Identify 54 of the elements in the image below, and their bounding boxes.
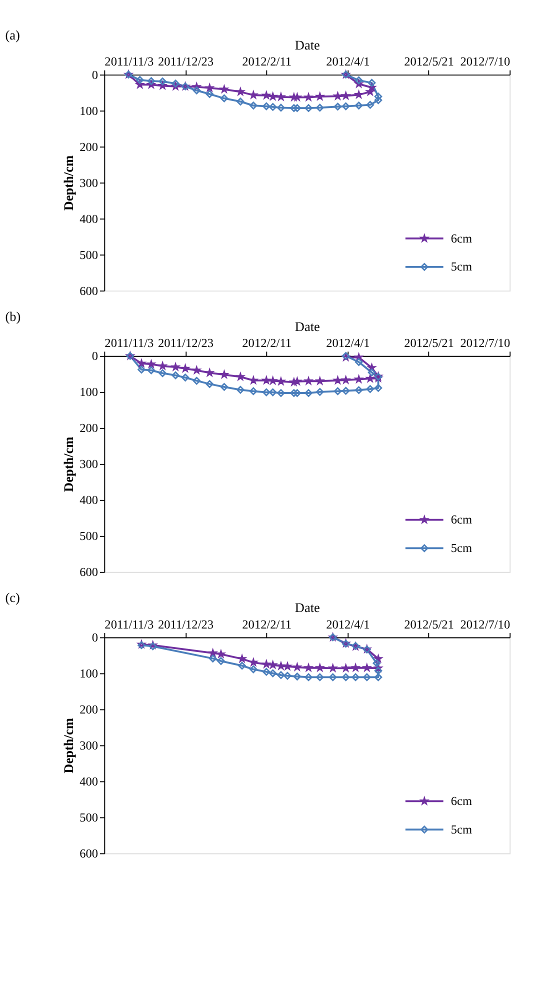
y-tick-label: 0 <box>92 630 98 645</box>
legend-label: 6cm <box>450 794 473 808</box>
x-tick-label: 2012/7/10 <box>460 617 510 632</box>
y-tick-label: 500 <box>80 810 98 825</box>
y-tick-label: 200 <box>80 421 98 436</box>
y-tick-label: 100 <box>80 666 98 681</box>
legend-label: 5cm <box>450 260 473 274</box>
y-axis-title: Depth/cm <box>60 718 76 774</box>
y-tick-label: 500 <box>80 529 98 544</box>
y-tick-label: 400 <box>80 774 98 789</box>
x-axis-title: Date <box>294 37 320 52</box>
chart-title: (c) <box>5 590 20 606</box>
y-tick-label: 400 <box>80 493 98 508</box>
x-tick-label: 2011/12/23 <box>158 336 214 350</box>
y-tick-label: 300 <box>80 457 98 472</box>
x-axis-title: Date <box>294 318 320 334</box>
x-tick-label: 2011/11/3 <box>104 617 154 632</box>
x-tick-label: 2011/11/3 <box>104 54 154 69</box>
y-axis-title: Depth/cm <box>60 436 76 492</box>
chart-title: (b) <box>5 308 21 324</box>
legend-label: 5cm <box>450 541 473 556</box>
x-axis-title: Date <box>294 600 320 616</box>
x-tick-label: 2011/12/23 <box>158 617 214 632</box>
x-tick-label: 2012/7/10 <box>460 54 510 69</box>
x-tick-label: 2012/4/1 <box>326 617 370 632</box>
y-tick-label: 100 <box>80 104 98 118</box>
x-tick-label: 2012/4/1 <box>326 54 370 69</box>
y-tick-label: 200 <box>80 140 98 154</box>
y-tick-label: 400 <box>80 212 98 226</box>
x-tick-label: 2012/5/21 <box>404 617 454 632</box>
legend-label: 6cm <box>450 231 473 246</box>
x-tick-label: 2012/2/11 <box>242 336 292 350</box>
y-tick-label: 100 <box>80 385 98 400</box>
x-tick-label: 2011/12/23 <box>158 54 214 69</box>
y-tick-label: 200 <box>80 702 98 717</box>
legend-label: 5cm <box>450 822 473 836</box>
chart-title: (a) <box>5 28 20 43</box>
x-tick-label: 2012/5/21 <box>404 54 454 69</box>
y-tick-label: 300 <box>80 176 98 190</box>
y-tick-label: 600 <box>80 565 98 580</box>
x-tick-label: 2012/2/11 <box>242 54 292 69</box>
y-tick-label: 600 <box>80 846 98 861</box>
legend-label: 6cm <box>450 512 473 527</box>
x-tick-label: 2012/7/10 <box>460 336 510 350</box>
x-tick-label: 2012/5/21 <box>404 336 454 350</box>
y-tick-label: 0 <box>92 349 98 364</box>
y-tick-label: 300 <box>80 738 98 753</box>
y-tick-label: 0 <box>92 68 98 82</box>
x-tick-label: 2012/2/11 <box>242 617 292 632</box>
y-tick-label: 500 <box>80 248 98 262</box>
y-axis-title: Depth/cm <box>60 155 76 211</box>
x-tick-label: 2012/4/1 <box>326 336 370 350</box>
y-tick-label: 600 <box>80 284 98 298</box>
x-tick-label: 2011/11/3 <box>104 336 154 350</box>
